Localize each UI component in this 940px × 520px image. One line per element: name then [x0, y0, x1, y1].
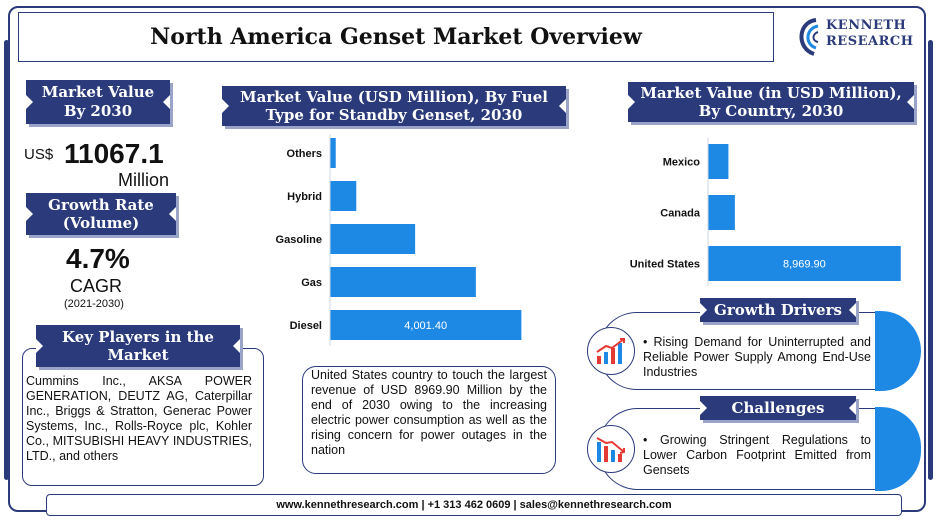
logo-text: KENNETH RESEARCH	[826, 18, 914, 50]
right-accent-bar	[928, 40, 933, 480]
country-chart-banner-line-2: By Country, 2030	[698, 102, 844, 120]
logo-line-2: RESEARCH	[826, 34, 914, 49]
insight-card: United States country to touch the large…	[302, 366, 556, 474]
bar-mexico	[708, 144, 729, 179]
bar-others	[330, 138, 336, 168]
growth-drivers-bullet: •	[643, 335, 654, 349]
country-chart-banner: Market Value (in USD Million), By Countr…	[628, 82, 914, 122]
growth-rate-banner: Growth Rate (Volume)	[26, 193, 176, 235]
category-label-diesel: Diesel	[290, 320, 322, 332]
logo-line-1: KENNETH	[826, 18, 907, 33]
challenges-bullet: •	[643, 433, 661, 447]
market-value-unit: Million	[118, 170, 170, 190]
key-players-banner-line-2: Market	[107, 346, 169, 364]
data-label-diesel: 4,001.40	[404, 320, 447, 332]
bar-united-states	[708, 246, 901, 281]
category-label-united-states: United States	[630, 259, 700, 271]
fuel-chart-banner-line-2: Type for Standby Genset, 2030	[265, 106, 523, 124]
growth-rate-banner-line-2: (Volume)	[62, 214, 140, 232]
category-label-gas: Gas	[301, 277, 322, 289]
key-players-card	[22, 348, 264, 486]
challenges-icon-holder	[587, 425, 635, 473]
key-players-banner: Key Players in the Market	[36, 325, 240, 367]
market-value-amount: 11067.1	[64, 138, 164, 169]
bar-hybrid	[330, 181, 357, 211]
category-label-canada: Canada	[660, 208, 701, 220]
challenges-banner-text: Challenges	[731, 399, 825, 417]
data-label-united-states: 8,969.90	[783, 259, 826, 271]
category-label-gasoline: Gasoline	[276, 234, 322, 246]
country-chart-banner-line-1: Market Value (in USD Million),	[640, 84, 902, 102]
left-accent-bar	[4, 40, 9, 480]
logo: KENNETH RESEARCH	[792, 14, 914, 60]
title-box: North America Genset Market Overview	[18, 12, 774, 62]
growth-drivers-icon-holder	[587, 327, 635, 375]
growth-drivers-banner-text: Growth Drivers	[714, 301, 842, 319]
growth-drivers-banner: Growth Drivers	[700, 298, 856, 322]
category-label-mexico: Mexico	[663, 157, 701, 169]
fuel-chart-banner: Market Value (USD Million), By Fuel Type…	[222, 86, 566, 126]
growth-rate-value: 4.7%	[66, 243, 130, 274]
logo-swirl-icon	[799, 18, 819, 56]
falling-chart-icon	[596, 437, 625, 462]
market-value-banner-line-1: Market Value	[41, 83, 155, 101]
key-players-banner-line-1: Key Players in the	[62, 328, 214, 346]
growth-drivers-card: • Rising Demand for Uninterrupted and Re…	[587, 311, 921, 391]
challenges-card: • Growing Stringent Regulations to Lower…	[587, 407, 921, 491]
growth-rate-period: (2021-2030)	[64, 298, 124, 310]
country-bar-chart: Mexico Canada United States 8,969.90	[630, 138, 901, 286]
bar-gas	[330, 267, 476, 297]
bar-diesel	[330, 310, 522, 340]
footer-contact: www.kennethresearch.com | +1 313 462 060…	[276, 499, 672, 511]
fuel-type-bar-chart: Others Hybrid Gasoline Gas Diesel 4,001.40	[276, 134, 522, 346]
bar-canada	[708, 195, 735, 230]
rising-chart-icon	[596, 338, 625, 364]
footer: www.kennethresearch.com | +1 313 462 060…	[46, 494, 902, 516]
market-value-prefix: US$	[24, 146, 54, 163]
insight-text: United States country to touch the large…	[311, 368, 547, 457]
key-players-text: Cummins Inc., AKSA POWER GENERATION, DEU…	[26, 374, 252, 463]
growth-rate-banner-line-1: Growth Rate	[48, 196, 154, 214]
category-label-others: Others	[287, 148, 322, 160]
market-value-banner-line-2: By 2030	[63, 102, 133, 120]
growth-rate-label: CAGR	[70, 276, 123, 296]
challenges-text: Growing Stringent Regulations to Lower C…	[643, 433, 871, 477]
fuel-chart-banner-line-1: Market Value (USD Million), By Fuel	[240, 88, 548, 106]
page-title: North America Genset Market Overview	[150, 24, 642, 50]
challenges-banner: Challenges	[700, 396, 856, 420]
bar-gasoline	[330, 224, 416, 254]
market-value-banner: Market Value By 2030	[26, 80, 170, 124]
category-label-hybrid: Hybrid	[287, 191, 322, 203]
growth-drivers-text: Rising Demand for Uninterrupted and Reli…	[643, 335, 871, 379]
